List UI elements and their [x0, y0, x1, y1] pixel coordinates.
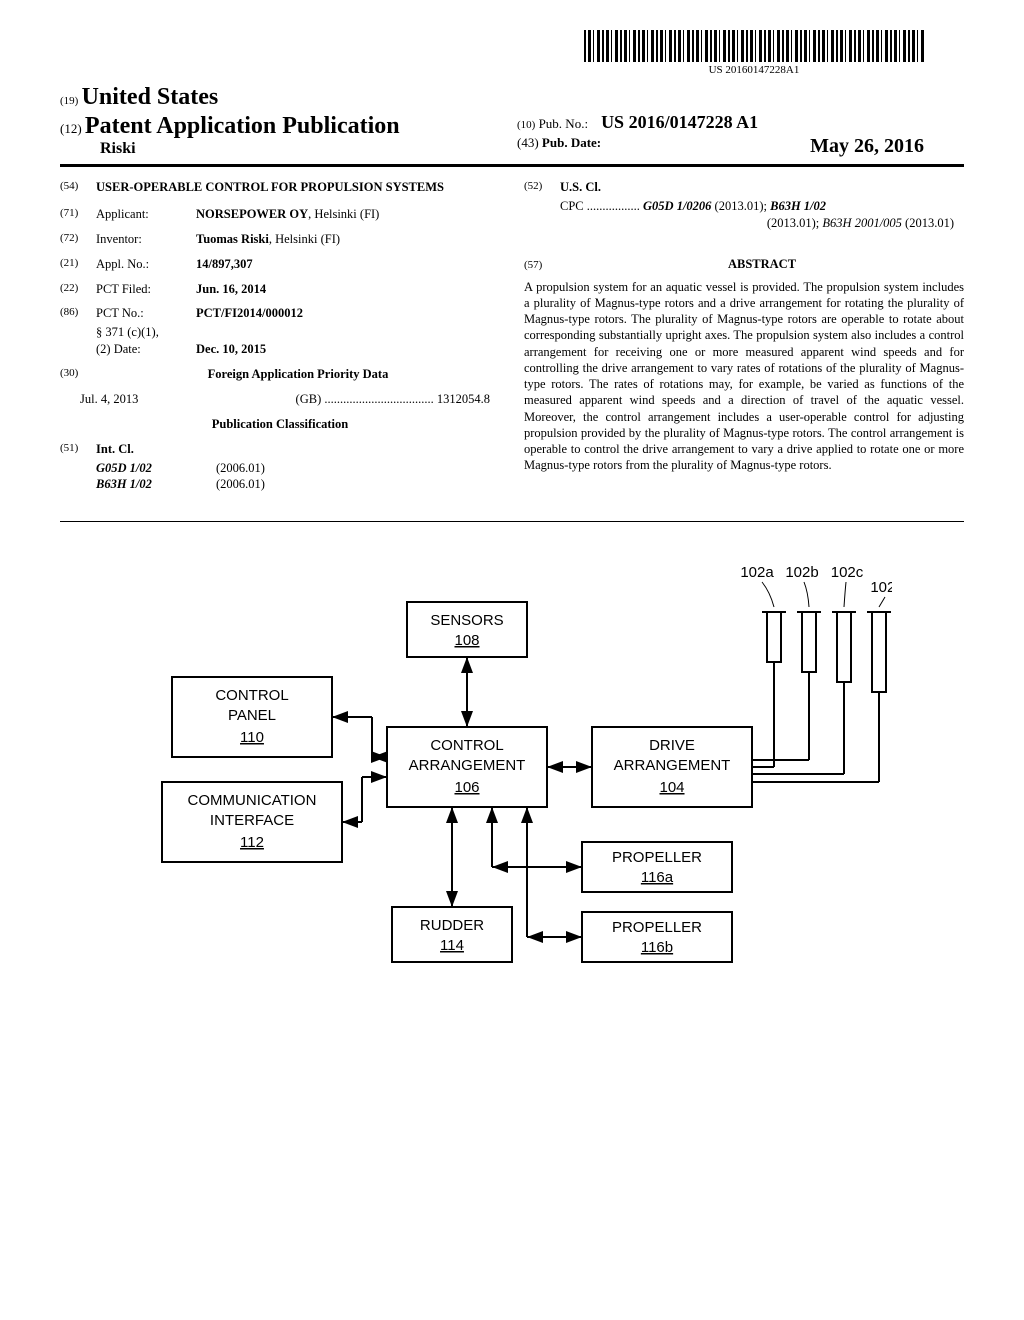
s371-date-value: Dec. 10, 2015 — [196, 341, 500, 358]
cpc-main: G05D 1/0206 — [643, 199, 711, 213]
cpc-dots: ................. — [587, 199, 640, 213]
barcode-bars — [584, 30, 924, 62]
pctfiled-code: (22) — [60, 281, 96, 298]
block-diagram: SENSORS 108 CONTROL PANEL 110 COMMUNICAT… — [132, 562, 892, 1002]
control-panel-label1: CONTROL — [215, 687, 288, 704]
country-name: United States — [82, 84, 219, 110]
cpc-sec2: B63H 2001/005 — [822, 216, 902, 230]
rotor-label-b: 102b — [785, 564, 818, 581]
intcl-code: (51) — [60, 441, 96, 458]
foreign-code: (30) — [60, 366, 96, 383]
pctfiled-value: Jun. 16, 2014 — [196, 281, 500, 298]
foreign-heading: Foreign Application Priority Data — [96, 366, 500, 383]
applicant-value: NORSEPOWER OY — [196, 207, 308, 221]
pctfiled-label: PCT Filed: — [96, 281, 196, 298]
applicant-label: Applicant: — [96, 206, 196, 223]
rotor-label-c: 102c — [831, 564, 864, 581]
pub-type: Patent Application Publication — [85, 113, 400, 139]
rotor-label-a: 102a — [740, 564, 774, 581]
control-arr-num: 106 — [454, 779, 479, 796]
cpc-label: CPC — [560, 199, 584, 213]
cpc-sec1: B63H 1/02 — [770, 199, 826, 213]
priority-dots: ................................... — [324, 392, 433, 406]
invention-title: USER-OPERABLE CONTROL FOR PROPULSION SYS… — [96, 179, 444, 196]
uscl-code: (52) — [524, 179, 560, 196]
applno-label: Appl. No.: — [96, 256, 196, 273]
title-code: (54) — [60, 179, 96, 196]
s371-label: § 371 (c)(1), — [96, 324, 500, 341]
rotor-102d — [867, 612, 891, 692]
sensors-num: 108 — [454, 632, 479, 649]
rudder-label: RUDDER — [420, 917, 484, 934]
prop-a-num: 116a — [641, 869, 674, 886]
comm-num: 112 — [240, 834, 264, 851]
pubno-label: Pub. No.: — [539, 116, 588, 131]
prop-b-num: 116b — [641, 939, 673, 956]
cpc-year1: (2013.01); — [711, 199, 770, 213]
sensors-label: SENSORS — [430, 612, 503, 629]
barcode-text: US 20160147228A1 — [584, 64, 924, 76]
pctno-value: PCT/FI2014/000012 — [196, 305, 500, 322]
intcl-entry-year: (2006.01) — [216, 460, 265, 477]
comm-label2: INTERFACE — [210, 812, 294, 829]
priority-date: Jul. 4, 2013 — [80, 391, 138, 408]
intcl-label: Int. Cl. — [96, 441, 500, 458]
abstract-text: A propulsion system for an aquatic vesse… — [524, 279, 964, 474]
inventor-label: Inventor: — [96, 231, 196, 248]
intcl-entry-code: B63H 1/02 — [96, 476, 216, 493]
pctno-label: PCT No.: — [96, 305, 196, 322]
barcode-region: US 20160147228A1 — [60, 20, 964, 78]
intcl-entry-code: G05D 1/02 — [96, 460, 216, 477]
abstract-code: (57) — [524, 258, 560, 273]
country-code: (19) — [60, 95, 78, 107]
inventor-value: Tuomas Riski — [196, 232, 269, 246]
pctno-code: (86) — [60, 305, 96, 322]
rotor-102a — [762, 612, 786, 662]
pubdate-label: Pub. Date: — [542, 135, 601, 150]
pubdate-code: (43) — [517, 135, 539, 150]
pub-type-code: (12) — [60, 121, 82, 136]
control-arr-label2: ARRANGEMENT — [409, 757, 526, 774]
drive-arr-label1: DRIVE — [649, 737, 695, 754]
figure-rule — [60, 521, 964, 522]
control-panel-num: 110 — [240, 729, 264, 746]
drive-arr-num: 104 — [659, 779, 684, 796]
control-panel-label2: PANEL — [228, 707, 276, 724]
pubclass-heading: Publication Classification — [60, 416, 500, 433]
intcl-entry-year: (2006.01) — [216, 476, 265, 493]
applno-code: (21) — [60, 256, 96, 273]
author-name: Riski — [60, 140, 507, 158]
priority-num: 1312054.8 — [437, 392, 490, 406]
inventor-code: (72) — [60, 231, 96, 248]
rotor-label-d: 102d — [870, 579, 892, 596]
applicant-code: (71) — [60, 206, 96, 223]
inventor-loc: , Helsinki (FI) — [269, 232, 340, 246]
pubno-code: (10) — [517, 119, 535, 131]
prop-a-label: PROPELLER — [612, 849, 702, 866]
uscl-label: U.S. Cl. — [560, 179, 964, 196]
rudder-num: 114 — [440, 937, 464, 954]
drive-arr-label2: ARRANGEMENT — [614, 757, 731, 774]
cpc-year2: (2013.01); — [767, 216, 823, 230]
pubno-value: US 2016/0147228 A1 — [601, 112, 758, 132]
control-arr-label1: CONTROL — [430, 737, 503, 754]
priority-country: (GB) — [296, 392, 322, 406]
right-column: (52) U.S. Cl. CPC ................. G05D… — [524, 179, 964, 493]
abstract-heading: ABSTRACT — [560, 256, 964, 273]
cpc-year2b: (2013.01) — [902, 216, 954, 230]
header-rule — [60, 164, 964, 167]
applno-value: 14/897,307 — [196, 256, 500, 273]
s371-date-label: (2) Date: — [96, 341, 196, 358]
comm-label1: COMMUNICATION — [188, 792, 317, 809]
header: (19) United States (12) Patent Applicati… — [60, 84, 964, 158]
left-column: (54) USER-OPERABLE CONTROL FOR PROPULSIO… — [60, 179, 500, 493]
applicant-loc: , Helsinki (FI) — [308, 207, 379, 221]
prop-b-label: PROPELLER — [612, 919, 702, 936]
rotor-102b — [797, 612, 821, 672]
pubdate-value: May 26, 2016 — [810, 135, 964, 158]
figure: SENSORS 108 CONTROL PANEL 110 COMMUNICAT… — [60, 562, 964, 1002]
rotor-102c — [832, 612, 856, 682]
